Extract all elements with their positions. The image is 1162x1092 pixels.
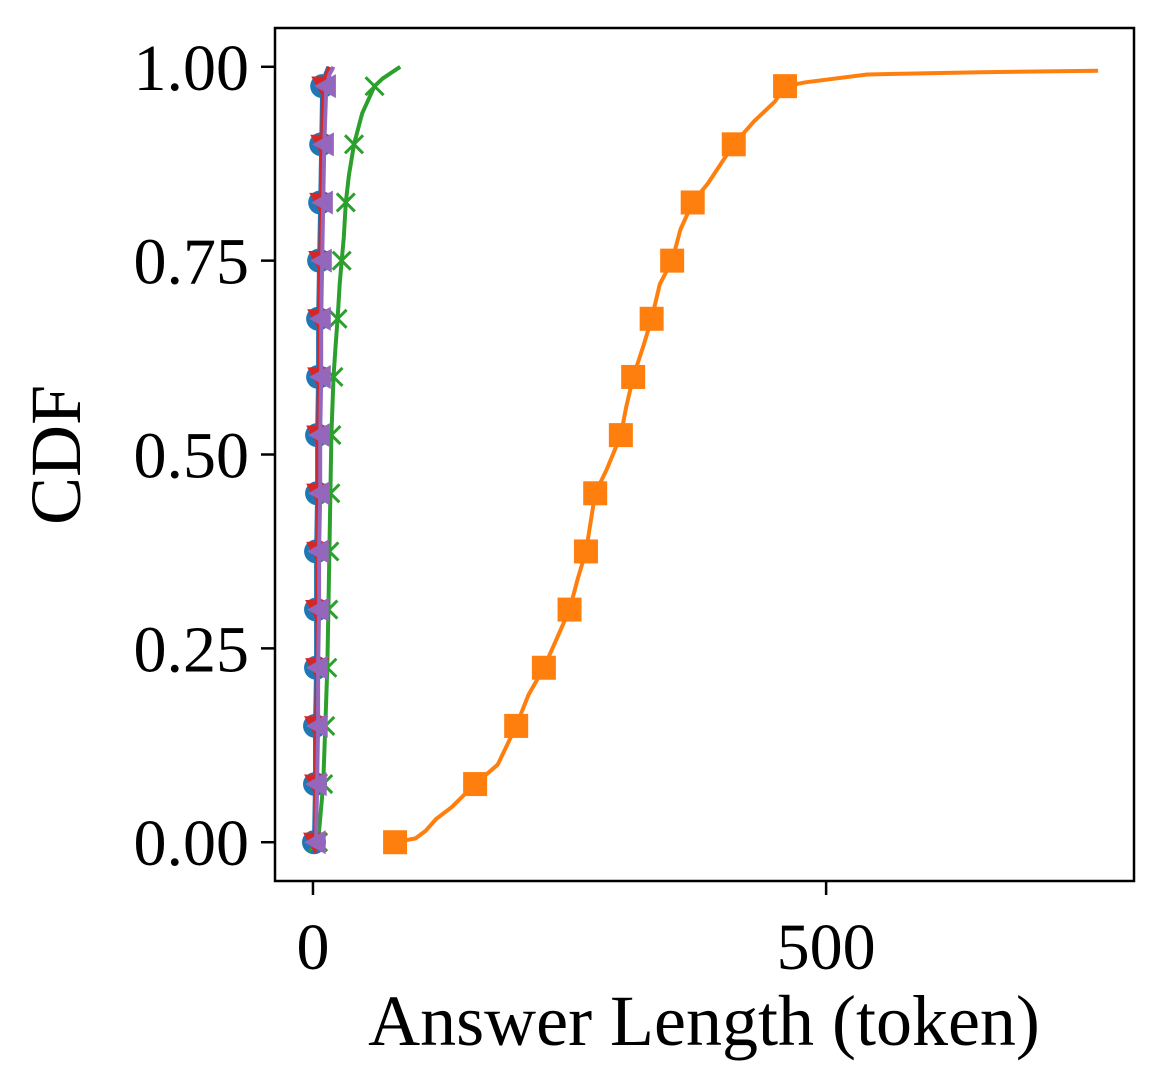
- data-point-marker: [621, 364, 646, 389]
- data-point-marker: [343, 134, 365, 155]
- data-point-marker: [305, 772, 327, 797]
- data-point-marker: [504, 713, 529, 738]
- series-line: [316, 65, 402, 843]
- data-point-marker: [557, 597, 582, 622]
- data-point-marker: [639, 306, 664, 331]
- x-tick-label: 0: [296, 911, 329, 984]
- data-point-marker: [314, 74, 336, 99]
- y-tick-label: 0.50: [134, 420, 250, 493]
- y-tick-label: 0.75: [134, 226, 250, 299]
- data-point-marker: [309, 364, 331, 389]
- data-point-marker: [306, 655, 328, 680]
- data-point-marker: [312, 132, 334, 157]
- data-point-marker: [680, 190, 705, 215]
- data-point-marker: [335, 192, 356, 213]
- x-axis-label: Answer Length (token): [368, 981, 1040, 1061]
- y-axis-label: CDF: [16, 385, 96, 525]
- data-point-marker: [721, 132, 746, 157]
- series-layer: [301, 65, 1099, 855]
- data-point-marker: [773, 74, 798, 99]
- data-point-marker: [306, 713, 328, 738]
- data-point-marker: [307, 539, 329, 564]
- y-axis: 0.00 0.25 0.50 0.75 1.00: [134, 32, 275, 880]
- data-point-marker: [608, 423, 633, 448]
- data-point-marker: [304, 830, 326, 855]
- x-axis: 0 500: [296, 881, 876, 984]
- y-tick-label: 1.00: [134, 32, 250, 105]
- data-point-marker: [364, 76, 385, 97]
- x-tick-label: 500: [777, 911, 876, 984]
- data-point-marker: [383, 830, 408, 855]
- y-tick-label: 0.00: [134, 807, 250, 880]
- data-point-marker: [310, 248, 332, 273]
- series-5: [304, 65, 336, 855]
- y-tick-label: 0.25: [134, 613, 250, 686]
- data-point-marker: [463, 772, 488, 797]
- data-point-marker: [327, 308, 348, 329]
- data-point-marker: [308, 481, 330, 506]
- data-point-marker: [309, 306, 331, 331]
- data-point-marker: [573, 539, 598, 564]
- data-point-marker: [311, 190, 333, 215]
- data-point-marker: [307, 597, 329, 622]
- series-line: [314, 65, 336, 843]
- data-point-marker: [583, 481, 608, 506]
- data-point-marker: [660, 248, 685, 273]
- data-point-marker: [531, 655, 556, 680]
- series-line: [394, 68, 1099, 845]
- data-point-marker: [331, 250, 352, 271]
- data-point-marker: [308, 423, 330, 448]
- series-2: [383, 68, 1099, 855]
- plot-area-frame: [273, 26, 1136, 883]
